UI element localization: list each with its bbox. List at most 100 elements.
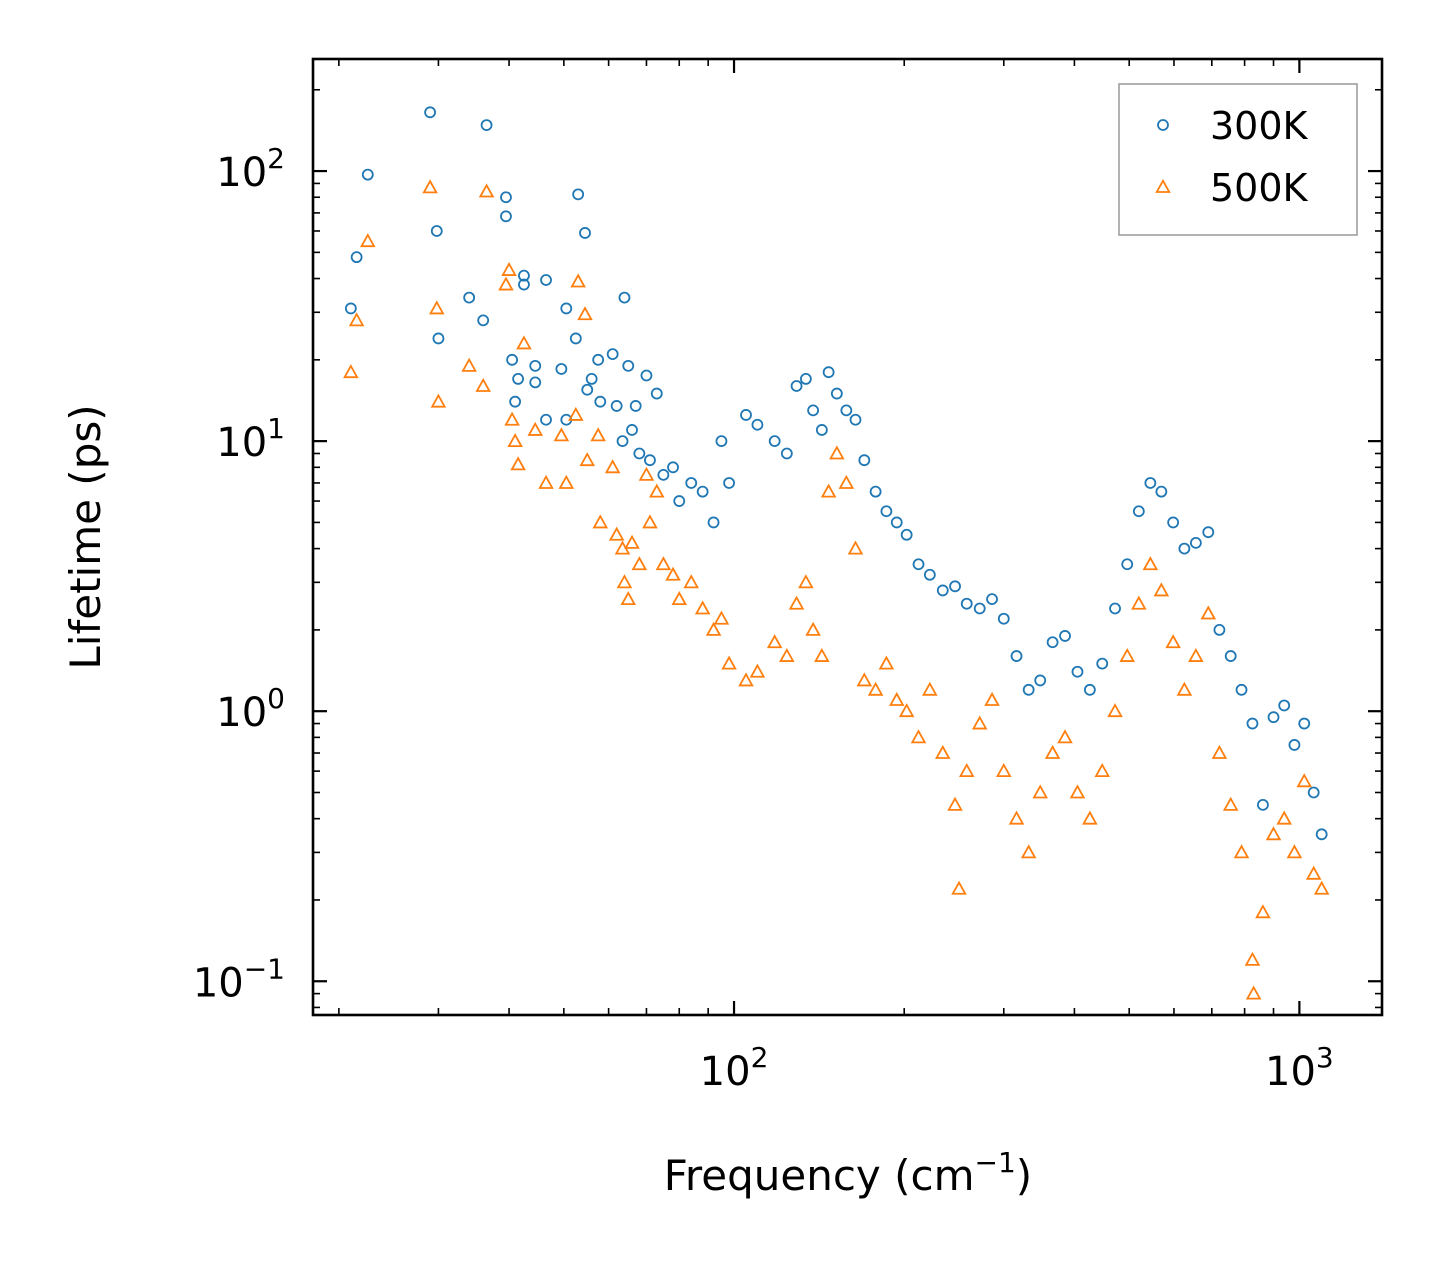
legend: 300K 500K — [1118, 83, 1358, 236]
point-300K — [986, 593, 998, 606]
point-500K — [1296, 773, 1313, 788]
point-500K — [814, 647, 830, 662]
ticks-layer — [313, 59, 1382, 1015]
x-axis-label-superscript: −1 — [975, 1146, 1016, 1179]
point-300K — [540, 274, 552, 286]
point-300K — [685, 477, 698, 489]
x-tick-label: 103 — [1265, 1041, 1334, 1095]
point-300K — [822, 366, 835, 379]
plot-area — [311, 57, 1384, 1017]
point-300K — [616, 435, 629, 448]
point-500K — [1245, 985, 1262, 1000]
point-500K — [971, 715, 988, 730]
tick-labels: 102 103 10−1 100 101 102 — [193, 142, 1334, 1095]
point-300K — [912, 558, 925, 571]
point-300K — [1246, 717, 1259, 730]
point-300K — [1132, 505, 1145, 518]
point-300K — [477, 314, 490, 327]
point-300K — [1202, 526, 1215, 539]
point-500K — [631, 556, 648, 571]
point-500K — [888, 691, 905, 706]
series-500K — [343, 179, 1330, 1000]
point-300K — [622, 359, 635, 372]
point-300K — [1315, 828, 1328, 841]
point-500K — [642, 514, 658, 529]
point-300K — [1278, 699, 1291, 712]
point-500K — [898, 703, 915, 718]
point-500K — [501, 261, 517, 276]
point-300K — [849, 413, 862, 426]
point-500K — [604, 459, 621, 474]
point-300K — [350, 251, 363, 264]
point-300K — [1046, 636, 1059, 649]
point-300K — [858, 454, 871, 467]
point-300K — [1235, 683, 1248, 696]
point-500K — [947, 796, 963, 811]
point-500K — [805, 621, 821, 636]
point-500K — [1032, 784, 1048, 799]
point-300K — [633, 447, 646, 460]
point-500K — [1244, 951, 1261, 966]
y-tick-label: 102 — [216, 142, 285, 196]
point-300K — [723, 477, 735, 489]
point-500K — [638, 466, 655, 481]
point-500K — [856, 672, 873, 687]
point-300K — [518, 269, 530, 282]
point-300K — [610, 400, 623, 412]
points-layer — [343, 106, 1330, 1000]
point-500K — [430, 393, 447, 408]
point-500K — [1008, 810, 1025, 825]
point-300K — [585, 372, 598, 385]
point-300K — [500, 191, 512, 204]
point-500K — [984, 691, 1000, 706]
point-300K — [807, 404, 820, 417]
point-500K — [1265, 826, 1282, 841]
point-500K — [934, 744, 951, 759]
point-300K — [1178, 542, 1191, 555]
point-300K — [1257, 798, 1269, 811]
point-500K — [516, 335, 532, 350]
point-500K — [504, 411, 520, 426]
point-500K — [838, 474, 855, 489]
point-500K — [1044, 744, 1061, 759]
legend-label-300K: 300K — [1210, 104, 1309, 148]
point-300K — [715, 435, 728, 448]
point-300K — [949, 580, 961, 593]
point-500K — [507, 433, 523, 448]
point-500K — [461, 357, 477, 372]
point-300K — [960, 597, 973, 610]
point-500K — [766, 634, 783, 649]
point-300K — [799, 372, 812, 385]
point-500K — [1305, 865, 1322, 880]
y-tick-label: 10−1 — [193, 952, 285, 1006]
point-500K — [343, 364, 359, 379]
point-300K — [650, 387, 663, 400]
point-500K — [694, 600, 711, 615]
point-300K — [1083, 683, 1096, 696]
point-300K — [579, 227, 591, 239]
point-300K — [509, 395, 522, 408]
point-300K — [500, 210, 512, 223]
point-500K — [721, 655, 737, 670]
point-300K — [696, 485, 709, 498]
point-500K — [570, 273, 586, 288]
point-300K — [1096, 657, 1109, 670]
point-300K — [936, 584, 949, 597]
point-500K — [527, 421, 544, 436]
point-500K — [608, 526, 625, 541]
point-500K — [867, 681, 884, 696]
point-300K — [1109, 602, 1121, 615]
point-300K — [1022, 683, 1035, 696]
point-500K — [671, 591, 688, 606]
point-300K — [673, 495, 686, 507]
x-axis-label: Frequency (cm−1) — [664, 1146, 1032, 1200]
point-300K — [606, 348, 619, 361]
point-300K — [1189, 536, 1202, 549]
point-500K — [568, 406, 584, 421]
point-300K — [592, 353, 605, 366]
point-500K — [1142, 556, 1159, 571]
point-500K — [1188, 647, 1204, 662]
point-300K — [768, 435, 781, 448]
point-500K — [1222, 796, 1239, 811]
